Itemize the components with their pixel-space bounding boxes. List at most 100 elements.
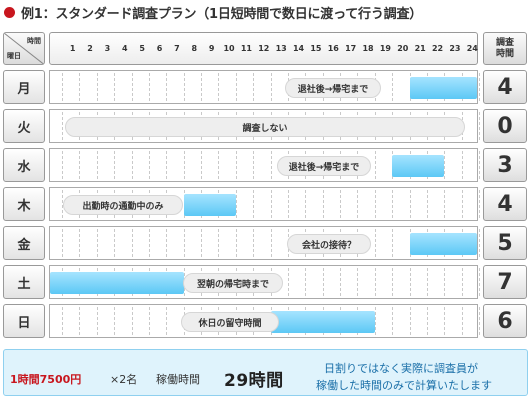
hour-label: 24 <box>466 44 478 53</box>
hour-gridline <box>79 73 81 101</box>
hour-gridline <box>444 307 446 335</box>
hour-label: 22 <box>431 44 444 53</box>
hour-gridline <box>62 190 63 218</box>
time-bar <box>409 77 477 99</box>
hours-count: 7 <box>483 265 527 299</box>
billing-note-line1: 日割りではなく実際に調査員が <box>324 362 478 375</box>
hour-gridline <box>270 151 272 179</box>
hour-gridline <box>479 307 480 335</box>
schedule-row: 調査しない <box>49 109 480 143</box>
hour-label: 12 <box>258 44 270 53</box>
hour-gridline <box>148 229 150 257</box>
hour-label: 1 <box>69 44 76 53</box>
hours-count: 0 <box>483 109 527 143</box>
hour-gridline <box>287 190 289 218</box>
hour-label: 20 <box>397 44 409 53</box>
hour-header: 1 2 3 4 5 6 7 8 9 10 11 12 13 14 15 16 17 18 19 20 21 22 23 24 <box>49 32 478 65</box>
hour-gridline <box>253 190 255 218</box>
hour-gridline <box>479 229 480 257</box>
total-hours: 29時間 <box>224 371 284 391</box>
hour-gridline <box>270 190 272 218</box>
hour-gridline <box>62 229 63 257</box>
hour-gridline <box>392 73 394 101</box>
hour-gridline <box>374 229 376 257</box>
hour-gridline <box>131 151 133 179</box>
schedule-row: 翌朝の帰宅時まで <box>49 265 480 299</box>
hour-label: 11 <box>240 44 253 53</box>
hour-label: 9 <box>208 44 215 53</box>
hour-gridline <box>62 307 63 335</box>
corner-day-label: 曜日 <box>7 52 21 60</box>
hour-gridline <box>131 73 133 101</box>
hour-gridline <box>357 268 359 296</box>
hour-gridline <box>287 268 289 296</box>
hour-gridline <box>235 151 237 179</box>
hour-gridline <box>374 151 376 179</box>
hour-gridline <box>235 190 237 218</box>
hour-gridline <box>270 73 272 101</box>
hour-label: 6 <box>156 44 163 53</box>
hour-gridline <box>392 190 394 218</box>
hour-gridline <box>479 268 480 296</box>
time-bar <box>50 272 184 294</box>
hour-label: 3 <box>104 44 111 53</box>
hour-label: 13 <box>275 44 287 53</box>
activity-label: 退社後→帰宅まで <box>285 78 381 98</box>
hour-label: 4 <box>122 44 128 53</box>
hours-count: 3 <box>483 148 527 182</box>
hour-gridline <box>183 229 185 257</box>
activity-label: 退社後→帰宅まで <box>277 156 371 176</box>
hour-gridline <box>166 229 168 257</box>
day-cell: 木 <box>3 187 45 221</box>
hour-gridline <box>426 190 428 218</box>
hour-gridline <box>148 73 150 101</box>
hour-gridline <box>96 307 98 335</box>
hour-gridline <box>114 73 116 101</box>
hour-gridline <box>253 73 255 101</box>
hour-gridline <box>374 307 376 335</box>
hour-label: 10 <box>223 44 235 53</box>
hour-gridline <box>183 151 185 179</box>
hour-label: 7 <box>174 44 180 53</box>
hour-gridline <box>374 268 376 296</box>
hour-gridline <box>166 307 168 335</box>
hour-gridline <box>426 268 428 296</box>
hour-gridline <box>479 151 480 179</box>
hour-gridline <box>392 229 394 257</box>
hour-gridline <box>96 151 98 179</box>
activity-label: 休日の留守時間 <box>181 312 279 332</box>
time-bar <box>270 311 375 333</box>
staff-count: ×2名 <box>110 373 138 386</box>
hour-label: 17 <box>345 44 357 53</box>
activity-label: 会社の接待？ <box>287 234 371 254</box>
title-row: 例1：スタンダード調査プラン（1日短時間で数日に渡って行う調査） <box>4 2 422 22</box>
hourly-rate: 1時間7500円 <box>10 373 82 386</box>
hour-label: 5 <box>139 44 145 53</box>
hour-gridline <box>114 307 116 335</box>
hour-gridline <box>461 307 463 335</box>
day-cell: 土 <box>3 265 45 299</box>
billing-note-line2: 稼働した時間のみで計算いたします <box>316 379 492 392</box>
hour-gridline <box>392 268 394 296</box>
schedule-row: 休日の留守時間 <box>49 304 480 338</box>
day-cell: 水 <box>3 148 45 182</box>
hour-gridline <box>409 307 411 335</box>
hour-gridline <box>479 190 480 218</box>
hour-gridline <box>322 190 324 218</box>
schedule-row: 会社の接待？ <box>49 226 480 260</box>
time-bar <box>392 155 445 177</box>
hour-gridline <box>479 73 480 101</box>
hour-gridline <box>62 151 63 179</box>
corner-header-cell: 時間 曜日 <box>3 32 45 65</box>
hour-gridline <box>166 151 168 179</box>
hour-gridline <box>218 73 220 101</box>
hour-gridline <box>96 73 98 101</box>
hour-label: 23 <box>449 44 461 53</box>
hour-gridline <box>270 229 272 257</box>
hour-gridline <box>305 268 307 296</box>
bullet-icon <box>4 6 15 18</box>
summary-footer: 1時間7500円 ×2名 稼働時間 29時間 日割りではなく実際に調査員が 稼働… <box>3 349 528 396</box>
hour-gridline <box>461 268 463 296</box>
activity-label: 出勤時の通勤中のみ <box>63 195 183 215</box>
hour-gridline <box>62 112 63 140</box>
